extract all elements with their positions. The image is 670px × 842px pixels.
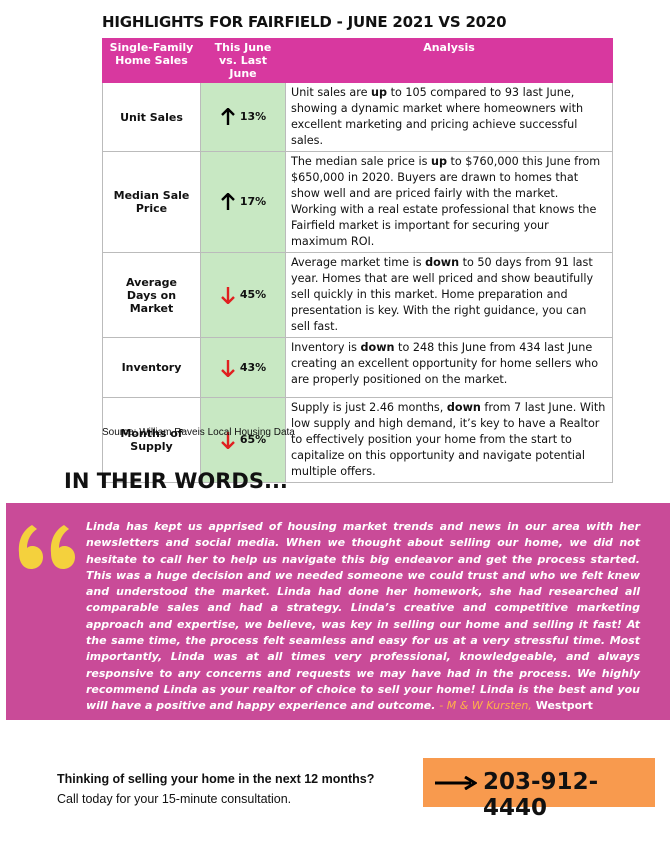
change-value: 43% — [239, 360, 267, 374]
column-header: Analysis — [285, 38, 613, 83]
testimonial-box: Linda has kept us apprised of housing ma… — [6, 503, 670, 720]
source: Source: William Raveis Local Housing Dat… — [102, 427, 295, 438]
change-cell: 65% — [200, 397, 286, 483]
analysis-text: down — [446, 401, 481, 414]
table-body: Unit Sales 13% Unit sales are up to 105 co… — [102, 82, 613, 483]
table-row: Average Days on Market 45% Average market … — [102, 252, 613, 338]
change-value: 65% — [239, 433, 267, 446]
analysis-text: to 248 this June from 434 last June crea… — [291, 341, 599, 386]
cta-note: Call today for your 15-minute consultati… — [57, 792, 292, 806]
header-row: Single-Family Home Sales This June vs. La… — [102, 38, 613, 83]
analysis-text: The median sale price is — [291, 155, 431, 168]
analysis: Average market time is down to 50 days f… — [285, 252, 613, 338]
analysis: Unit sales are up to 105 compared to 93 … — [285, 82, 613, 152]
change-value: 45% — [239, 288, 267, 301]
down-arrow — [220, 432, 235, 450]
analysis: Inventory is down to 248 this June from … — [285, 337, 613, 398]
analysis-text: up — [371, 86, 388, 99]
up-arrow — [220, 107, 235, 125]
cta-question: Thinking of selling your home in the nex… — [57, 772, 375, 786]
analysis-text: from 7 last June. With low supply and hi… — [291, 401, 606, 478]
analysis-text: Average market time is — [291, 256, 426, 269]
quote: Linda has kept us apprised of housing ma… — [86, 520, 640, 713]
down-arrow — [220, 287, 235, 305]
down-arrow — [220, 359, 235, 378]
phone: 203-912-4440 — [483, 769, 599, 821]
phone-box: 203-912-4440 — [423, 758, 655, 821]
title: HIGHLIGHTS FOR FAIRFIELD - JUNE 2021 VS … — [102, 13, 507, 31]
analysis-text: Supply is just 2.46 months, — [291, 401, 447, 414]
table-row: Median Sale Price 17% The median sale pric… — [102, 151, 613, 253]
town: Westport — [535, 699, 593, 713]
column-header: This June vs. Last June — [200, 38, 286, 83]
analysis-text: to 105 compared to 93 last June, showing… — [291, 86, 584, 147]
change-cell: 17% — [200, 151, 286, 253]
change-cell: 45% — [200, 252, 286, 338]
highlights-table: Single-Family Home Sales This June vs. La… — [102, 38, 613, 483]
quote-mark — [18, 525, 75, 569]
analysis-text: to $760,000 this June from $650,000 in 2… — [291, 155, 601, 248]
section-heading: IN THEIR WORDS... — [64, 469, 288, 493]
table-row: Unit Sales 13% Unit sales are up to 105 co… — [102, 82, 613, 152]
change-value: 17% — [239, 195, 267, 208]
change-cell: 43% — [200, 337, 286, 398]
analysis-text: down — [360, 341, 395, 354]
row-label: Inventory — [102, 337, 201, 398]
attribution: - M & W Kursten, — [439, 699, 532, 713]
table-row: Months of Supply 65% Supply is just 2.46 m… — [102, 397, 613, 483]
change-value: 13% — [239, 110, 267, 123]
row-label: Median Sale Price — [102, 151, 201, 253]
quote-text: Linda has kept us apprised of housing ma… — [86, 519, 640, 715]
up-arrow — [220, 192, 235, 210]
analysis-text: up — [430, 155, 447, 168]
arrow-icon — [435, 776, 477, 790]
row-label: Average Days on Market — [102, 252, 201, 338]
column-header: Single-Family Home Sales — [102, 38, 201, 83]
change-cell: 13% — [200, 82, 286, 152]
analysis-text: Unit sales are — [291, 86, 372, 99]
analysis-text: Inventory is — [291, 341, 361, 354]
analysis: The median sale price is up to $760,000 … — [285, 151, 613, 253]
table-row: Inventory 43% Inventory is down to 248 thi… — [102, 337, 613, 398]
analysis-text: down — [425, 256, 460, 269]
analysis: Supply is just 2.46 months, down from 7 … — [285, 397, 613, 483]
row-label: Unit Sales — [102, 82, 201, 152]
analysis-text: to 50 days from 91 last year. Homes that… — [291, 256, 594, 333]
row-label: Months of Supply — [102, 397, 201, 483]
